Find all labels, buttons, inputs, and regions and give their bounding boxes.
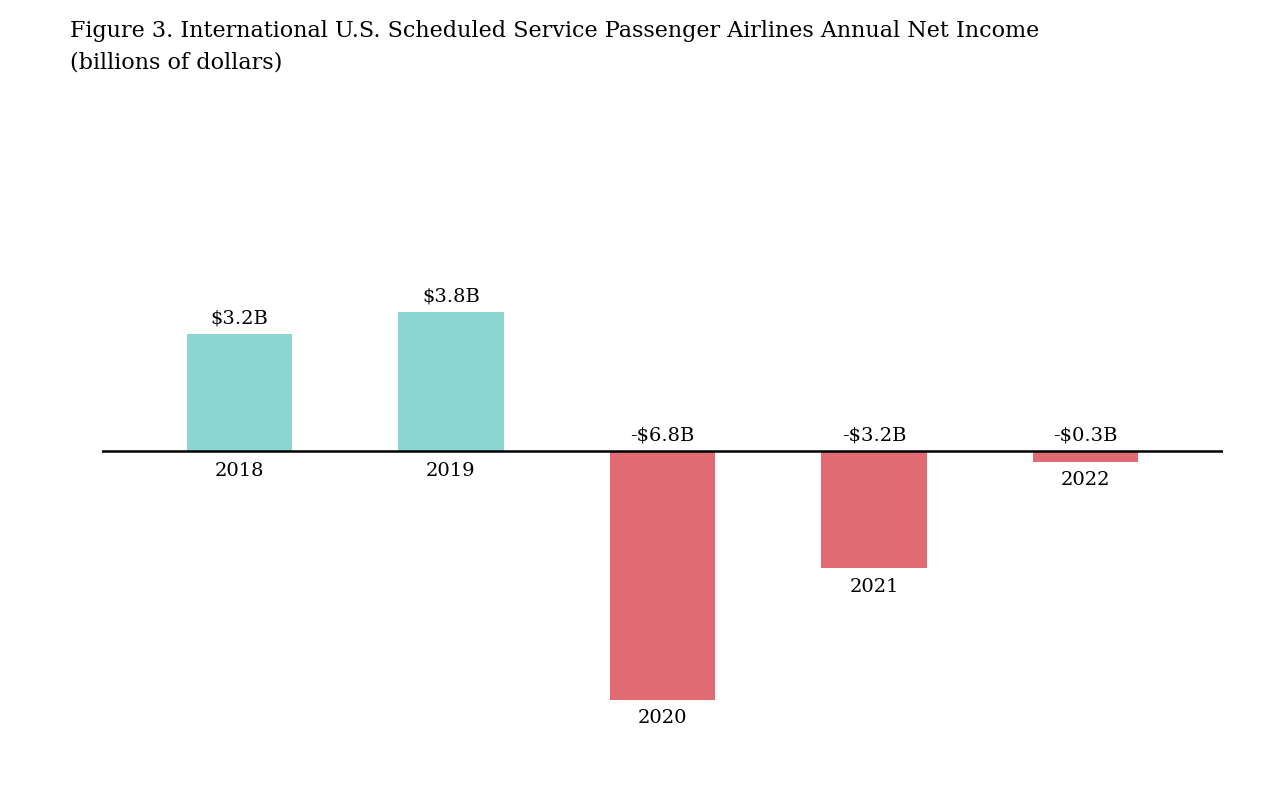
Text: -$3.2B: -$3.2B (842, 427, 906, 445)
Text: $3.2B: $3.2B (210, 309, 269, 327)
Bar (609, 452, 716, 700)
Bar (397, 312, 503, 452)
Text: Figure 3. International U.S. Scheduled Service Passenger Airlines Annual Net Inc: Figure 3. International U.S. Scheduled S… (70, 20, 1040, 42)
Bar (186, 335, 292, 452)
Text: (billions of dollars): (billions of dollars) (70, 51, 283, 74)
Text: 2022: 2022 (1061, 471, 1111, 490)
Text: 2018: 2018 (214, 462, 264, 480)
Text: -$0.3B: -$0.3B (1054, 427, 1117, 445)
Text: 2020: 2020 (638, 710, 687, 728)
Text: 2019: 2019 (426, 462, 475, 480)
Text: $3.8B: $3.8B (422, 288, 480, 305)
Bar (822, 452, 927, 569)
Text: 2021: 2021 (850, 577, 898, 596)
Text: -$6.8B: -$6.8B (631, 427, 694, 445)
Bar (1033, 452, 1139, 462)
